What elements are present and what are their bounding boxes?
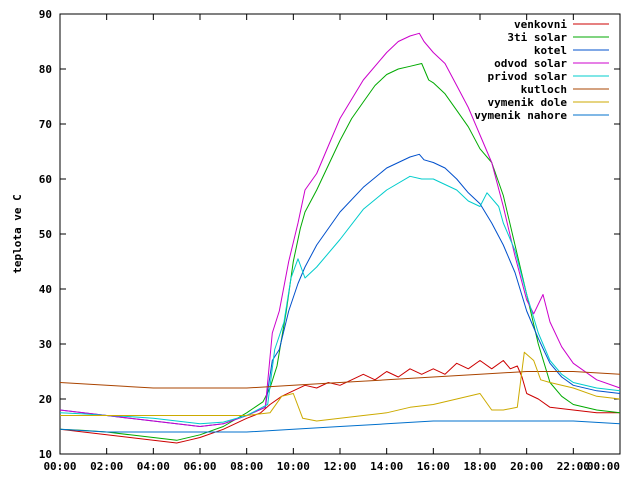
x-tick-label: 14:00 [370, 460, 403, 473]
x-tick-label: 20:00 [510, 460, 543, 473]
x-tick-label: 10:00 [277, 460, 310, 473]
x-tick-label: 16:00 [417, 460, 450, 473]
x-axis: 00:00 02:00 04:00 06:00 08:00 10:00 12:00 14:00… [43, 14, 621, 473]
series-line-4 [59, 175, 621, 425]
legend-label: odvod solar [494, 57, 567, 70]
x-tick-label: 18:00 [463, 460, 496, 473]
series-line-1 [59, 63, 621, 441]
x-tick-label: 00:00 [43, 460, 76, 473]
series-line-5 [59, 371, 621, 389]
legend-label: 3ti solar [507, 31, 567, 44]
legend-label: privod solar [488, 70, 568, 83]
legend-label: vymenik nahore [474, 109, 567, 122]
y-tick-label: 80 [39, 63, 52, 76]
y-tick-label: 60 [39, 173, 52, 186]
y-tick-label: 90 [39, 8, 52, 21]
y-tick-label: 50 [39, 228, 52, 241]
y-tick-label: 10 [39, 448, 52, 461]
y-tick-label: 70 [39, 118, 52, 131]
x-tick-label: 08:00 [230, 460, 263, 473]
x-tick-label: 22:00 [557, 460, 590, 473]
legend-label: kotel [534, 44, 567, 57]
y-axis: 10 20 30 40 50 60 70 80 90 [39, 8, 620, 461]
y-tick-label: 40 [39, 283, 52, 296]
x-tick-label: 12:00 [323, 460, 356, 473]
series-line-0 [59, 360, 620, 444]
y-axis-label: teplota ve C [11, 194, 24, 273]
series-lines [59, 32, 621, 444]
y-tick-label: 30 [39, 338, 52, 351]
legend-label: vymenik dole [488, 96, 568, 109]
x-tick-label: 06:00 [183, 460, 216, 473]
legend-label: venkovni [514, 18, 567, 31]
legend-label: kutloch [521, 83, 567, 96]
x-tick-label: 02:00 [90, 460, 123, 473]
x-tick-label: 00:00 [587, 460, 620, 473]
x-tick-label: 04:00 [137, 460, 170, 473]
y-tick-label: 20 [39, 393, 52, 406]
series-line-7 [59, 420, 621, 433]
series-line-6 [60, 351, 621, 422]
